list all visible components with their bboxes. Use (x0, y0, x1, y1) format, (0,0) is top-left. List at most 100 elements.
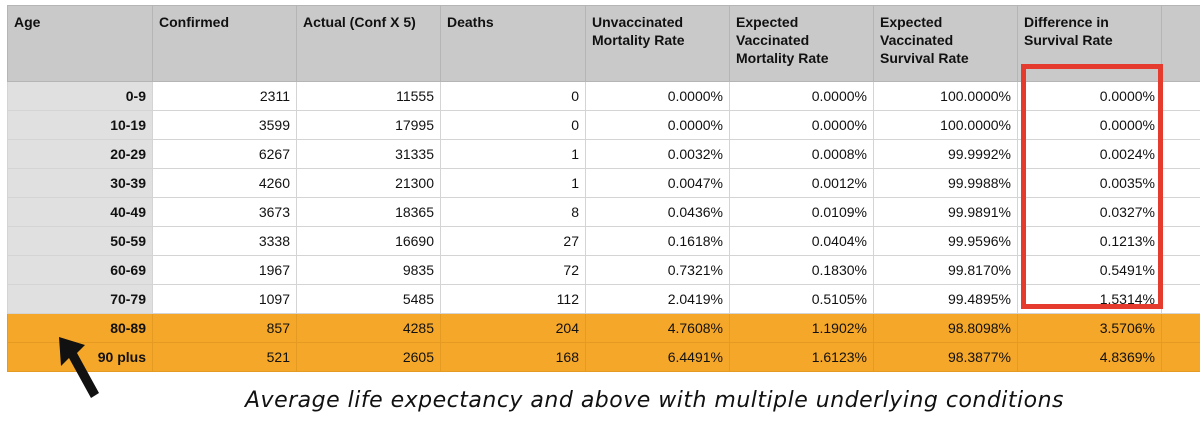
cell-age[interactable]: 0-9 (7, 81, 153, 111)
cell-vax-mortality[interactable]: 0.0000% (729, 81, 874, 111)
cell-vax-survival[interactable]: 99.9988% (873, 168, 1018, 198)
header-vaccinated-survival[interactable]: Expected Vaccinated Survival Rate (873, 5, 1018, 82)
cell-empty[interactable] (1161, 168, 1200, 198)
cell-vax-mortality[interactable]: 0.0008% (729, 139, 874, 169)
cell-empty[interactable] (1161, 342, 1200, 372)
cell-vax-survival[interactable]: 98.3877% (873, 342, 1018, 372)
cell-unvax-mortality[interactable]: 0.7321% (585, 255, 730, 285)
cell-confirmed[interactable]: 6267 (152, 139, 297, 169)
cell-empty[interactable] (1161, 110, 1200, 140)
cell-empty[interactable] (1161, 255, 1200, 285)
cell-difference[interactable]: 1.5314% (1017, 284, 1162, 314)
cell-deaths[interactable]: 72 (440, 255, 586, 285)
cell-confirmed[interactable]: 2311 (152, 81, 297, 111)
cell-deaths[interactable]: 0 (440, 110, 586, 140)
cell-empty[interactable] (1161, 284, 1200, 314)
cell-deaths[interactable]: 1 (440, 139, 586, 169)
header-age[interactable]: Age (7, 5, 153, 82)
cell-difference[interactable]: 3.5706% (1017, 313, 1162, 343)
cell-deaths[interactable]: 27 (440, 226, 586, 256)
cell-confirmed[interactable]: 3599 (152, 110, 297, 140)
cell-confirmed[interactable]: 1967 (152, 255, 297, 285)
cell-actual[interactable]: 9835 (296, 255, 441, 285)
cell-age[interactable]: 10-19 (7, 110, 153, 140)
cell-empty[interactable] (1161, 226, 1200, 256)
header-vaccinated-mortality[interactable]: Expected Vaccinated Mortality Rate (729, 5, 874, 82)
cell-difference[interactable]: 0.0000% (1017, 81, 1162, 111)
header-actual[interactable]: Actual (Conf X 5) (296, 5, 441, 82)
cell-unvax-mortality[interactable]: 0.0436% (585, 197, 730, 227)
cell-age[interactable]: 80-89 (7, 313, 153, 343)
cell-vax-mortality[interactable]: 0.5105% (729, 284, 874, 314)
cell-confirmed[interactable]: 3338 (152, 226, 297, 256)
cell-vax-mortality[interactable]: 0.0404% (729, 226, 874, 256)
cell-unvax-mortality[interactable]: 6.4491% (585, 342, 730, 372)
cell-age[interactable]: 20-29 (7, 139, 153, 169)
cell-actual[interactable]: 21300 (296, 168, 441, 198)
header-unvaccinated-mortality[interactable]: Unvaccinated Mortality Rate (585, 5, 730, 82)
cell-confirmed[interactable]: 3673 (152, 197, 297, 227)
cell-difference[interactable]: 0.5491% (1017, 255, 1162, 285)
cell-difference[interactable]: 0.0035% (1017, 168, 1162, 198)
cell-deaths[interactable]: 1 (440, 168, 586, 198)
cell-vax-survival[interactable]: 99.8170% (873, 255, 1018, 285)
cell-confirmed[interactable]: 4260 (152, 168, 297, 198)
header-confirmed[interactable]: Confirmed (152, 5, 297, 82)
cell-confirmed[interactable]: 857 (152, 313, 297, 343)
cell-vax-survival[interactable]: 100.0000% (873, 110, 1018, 140)
cell-difference[interactable]: 0.1213% (1017, 226, 1162, 256)
cell-deaths[interactable]: 168 (440, 342, 586, 372)
cell-vax-mortality[interactable]: 0.0000% (729, 110, 874, 140)
cell-vax-mortality[interactable]: 0.0012% (729, 168, 874, 198)
cell-age[interactable]: 70-79 (7, 284, 153, 314)
cell-deaths[interactable]: 0 (440, 81, 586, 111)
cell-confirmed[interactable]: 521 (152, 342, 297, 372)
cell-actual[interactable]: 11555 (296, 81, 441, 111)
cell-difference[interactable]: 0.0000% (1017, 110, 1162, 140)
cell-vax-mortality[interactable]: 1.1902% (729, 313, 874, 343)
cell-vax-survival[interactable]: 99.4895% (873, 284, 1018, 314)
cell-actual[interactable]: 31335 (296, 139, 441, 169)
cell-actual[interactable]: 17995 (296, 110, 441, 140)
cell-actual[interactable]: 4285 (296, 313, 441, 343)
cell-actual[interactable]: 2605 (296, 342, 441, 372)
cell-actual[interactable]: 18365 (296, 197, 441, 227)
cell-unvax-mortality[interactable]: 0.0032% (585, 139, 730, 169)
cell-vax-mortality[interactable]: 1.6123% (729, 342, 874, 372)
cell-deaths[interactable]: 112 (440, 284, 586, 314)
header-difference[interactable]: Difference in Survival Rate (1017, 5, 1162, 82)
cell-vax-survival[interactable]: 99.9992% (873, 139, 1018, 169)
cell-unvax-mortality[interactable]: 0.1618% (585, 226, 730, 256)
cell-vax-mortality[interactable]: 0.0109% (729, 197, 874, 227)
cell-unvax-mortality[interactable]: 2.0419% (585, 284, 730, 314)
cell-empty[interactable] (1161, 81, 1200, 111)
cell-age[interactable]: 60-69 (7, 255, 153, 285)
cell-age[interactable]: 40-49 (7, 197, 153, 227)
cell-unvax-mortality[interactable]: 4.7608% (585, 313, 730, 343)
table-row: 0-9 2311 11555 0 0.0000% 0.0000% 100.0000% 0.00… (7, 81, 1200, 111)
cell-age[interactable]: 50-59 (7, 226, 153, 256)
cell-empty[interactable] (1161, 197, 1200, 227)
cell-deaths[interactable]: 8 (440, 197, 586, 227)
cell-age[interactable]: 30-39 (7, 168, 153, 198)
cell-difference[interactable]: 0.0024% (1017, 139, 1162, 169)
cell-actual[interactable]: 16690 (296, 226, 441, 256)
cell-vax-mortality[interactable]: 0.1830% (729, 255, 874, 285)
cell-vax-survival[interactable]: 99.9596% (873, 226, 1018, 256)
cell-unvax-mortality[interactable]: 0.0000% (585, 110, 730, 140)
cell-unvax-mortality[interactable]: 0.0000% (585, 81, 730, 111)
cell-deaths[interactable]: 204 (440, 313, 586, 343)
table-row: 20-29 6267 31335 1 0.0032% 0.0008% 99.9992% 0.0… (7, 139, 1200, 169)
cell-difference[interactable]: 0.0327% (1017, 197, 1162, 227)
cell-empty[interactable] (1161, 313, 1200, 343)
header-deaths[interactable]: Deaths (440, 5, 586, 82)
cell-vax-survival[interactable]: 99.9891% (873, 197, 1018, 227)
cell-empty[interactable] (1161, 139, 1200, 169)
cell-vax-survival[interactable]: 100.0000% (873, 81, 1018, 111)
cell-unvax-mortality[interactable]: 0.0047% (585, 168, 730, 198)
cell-vax-survival[interactable]: 98.8098% (873, 313, 1018, 343)
cell-confirmed[interactable]: 1097 (152, 284, 297, 314)
header-empty[interactable] (1161, 5, 1200, 82)
cell-actual[interactable]: 5485 (296, 284, 441, 314)
cell-difference[interactable]: 4.8369% (1017, 342, 1162, 372)
